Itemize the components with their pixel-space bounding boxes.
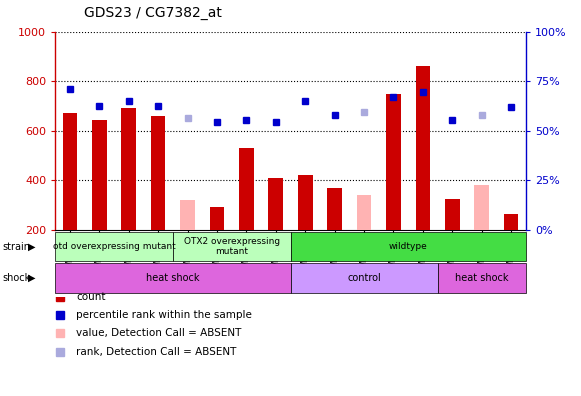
Bar [239,148,254,230]
Bar [210,208,224,230]
Text: ▶: ▶ [28,242,35,251]
Text: rank, Detection Call = ABSENT: rank, Detection Call = ABSENT [76,346,236,356]
Bar [445,199,460,230]
Text: shock: shock [3,273,31,283]
Text: otd overexpressing mutant: otd overexpressing mutant [53,242,175,251]
Bar [298,175,313,230]
Text: strain: strain [3,242,31,251]
Bar [55,232,173,261]
Bar [290,232,526,261]
Bar [92,120,107,230]
Text: ▶: ▶ [28,273,35,283]
Bar [268,178,283,230]
Text: control: control [347,273,381,283]
Text: heat shock: heat shock [455,273,508,283]
Text: wildtype: wildtype [389,242,428,251]
Bar [437,263,526,293]
Bar [173,232,290,261]
Bar [327,188,342,230]
Bar [474,185,489,230]
Bar [415,66,430,230]
Bar [151,116,166,230]
Bar [386,93,401,230]
Bar [357,195,371,230]
Text: value, Detection Call = ABSENT: value, Detection Call = ABSENT [76,328,242,338]
Text: OTX2 overexpressing
mutant: OTX2 overexpressing mutant [184,237,279,256]
Text: percentile rank within the sample: percentile rank within the sample [76,310,252,320]
Bar [180,200,195,230]
Text: GDS23 / CG7382_at: GDS23 / CG7382_at [84,6,222,20]
Bar [504,213,518,230]
Bar [55,263,290,293]
Text: count: count [76,292,106,302]
Bar [121,109,136,230]
Bar [63,113,77,230]
Bar [290,263,437,293]
Text: heat shock: heat shock [146,273,200,283]
